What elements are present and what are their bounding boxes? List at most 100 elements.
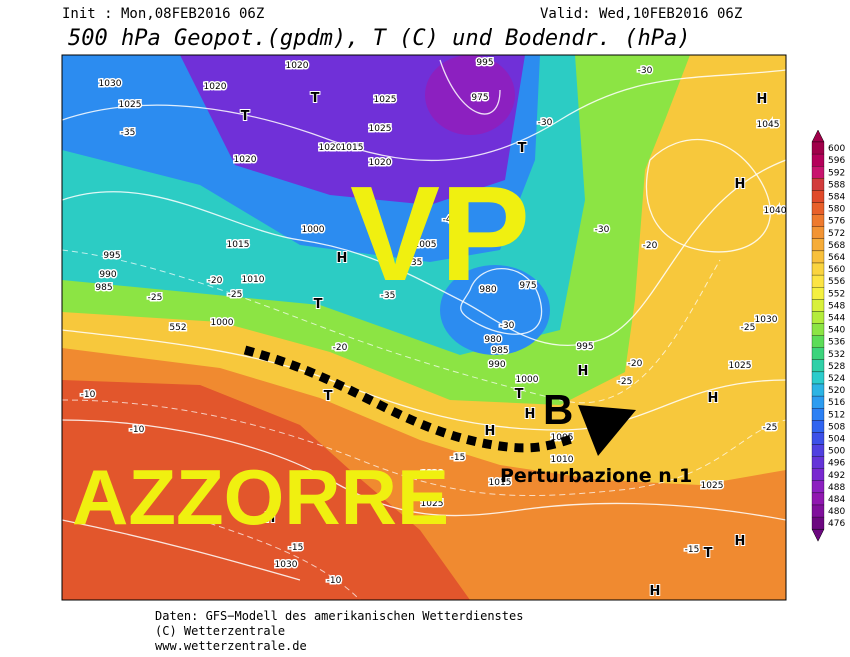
contour-label: 990 xyxy=(99,270,116,280)
contour-label: 995 xyxy=(103,251,120,261)
colorbar-swatch xyxy=(811,432,825,445)
pressure-center: H xyxy=(485,424,496,439)
contour-label: 1025 xyxy=(729,361,752,371)
contour-label: -10 xyxy=(327,576,342,586)
contour-label: -35 xyxy=(381,291,396,301)
contour-label: 1020 xyxy=(204,82,227,92)
contour-label: 1020 xyxy=(319,143,342,153)
pressure-center: H xyxy=(735,534,746,549)
colorbar-label: 596 xyxy=(828,156,845,166)
colorbar-label: 484 xyxy=(828,495,845,505)
colorbar-swatch xyxy=(811,347,825,360)
contour-label: 980 xyxy=(484,335,501,345)
colorbar-label: 576 xyxy=(828,217,845,227)
pressure-center: T xyxy=(314,297,323,312)
contour-label: 1005 xyxy=(414,240,437,250)
contour-label: 552 xyxy=(169,323,186,333)
colorbar-swatch xyxy=(811,323,825,336)
contour-label: -40 xyxy=(443,215,458,225)
colorbar-label: 476 xyxy=(828,519,845,529)
contour-label: -15 xyxy=(451,453,466,463)
vp-label: VP xyxy=(350,158,530,309)
colorbar-label: 512 xyxy=(828,410,845,420)
colorbar-swatch xyxy=(811,287,825,300)
contour-label: -20 xyxy=(333,343,348,353)
init-time: Init : Mon,08FEB2016 06Z xyxy=(62,6,264,22)
colorbar-swatch xyxy=(811,480,825,494)
colorbar: 600 596 592 588 584 580 576 572 568 564 560 556 552 5… xyxy=(811,129,845,542)
azzorre-label: AZZORRE xyxy=(72,453,449,541)
contour-label: -20 xyxy=(628,359,643,369)
colorbar-swatch xyxy=(811,359,825,373)
colorbar-label: 556 xyxy=(828,277,845,287)
contour-label: 1025 xyxy=(374,95,397,105)
contour-label: -25 xyxy=(763,423,778,433)
isobar xyxy=(460,268,543,335)
contour-label: 1000 xyxy=(302,225,325,235)
contour-label: 1030 xyxy=(99,79,122,89)
colorbar-label: 592 xyxy=(828,168,845,178)
colorbar-label: 516 xyxy=(828,398,845,408)
contour-label: 1020 xyxy=(286,61,309,71)
colorbar-label: 520 xyxy=(828,386,845,396)
colorbar-swatch xyxy=(811,395,825,409)
colorbar-swatch xyxy=(811,202,825,215)
pressure-center: H xyxy=(337,251,348,266)
colorbar-label: 540 xyxy=(828,326,845,336)
isotherm xyxy=(62,399,786,497)
contour-label: 1010 xyxy=(242,275,265,285)
pressure-center: H xyxy=(735,177,746,192)
colorbar-label: 584 xyxy=(828,192,845,202)
colorbar-label: 544 xyxy=(828,313,845,323)
low-label: B xyxy=(543,386,573,433)
colorbar-swatch xyxy=(811,153,825,167)
contour-label: -30 xyxy=(638,66,653,76)
colorbar-label: 492 xyxy=(828,471,845,481)
contour-label: 1030 xyxy=(755,315,778,325)
contour-label: 1030 xyxy=(275,560,298,570)
contour-label: 1000 xyxy=(516,375,539,385)
colorbar-swatch xyxy=(811,141,825,155)
front-line xyxy=(243,345,577,453)
isobar xyxy=(62,419,786,521)
colorbar-swatch xyxy=(811,516,825,530)
contour-label: 1025 xyxy=(701,481,724,491)
contour-label: -20 xyxy=(643,241,658,251)
contour-label: 1000 xyxy=(211,318,234,328)
isobar xyxy=(62,519,301,581)
map-title: 500 hPa Geopot.(gpdm), T (C) und Bodendr… xyxy=(68,26,691,51)
contour-label: 1015 xyxy=(489,478,512,488)
contour-label: -15 xyxy=(685,545,700,555)
pressure-center: T xyxy=(241,109,250,124)
contour-label: 990 xyxy=(488,360,505,370)
colorbar-swatch xyxy=(811,299,825,312)
contour-label: -35 xyxy=(121,128,136,138)
colorbar-swatch xyxy=(811,456,825,469)
colorbar-label: 572 xyxy=(828,229,845,239)
contour-label: 1025 xyxy=(369,124,392,134)
contour-label: 995 xyxy=(576,342,593,352)
contour-label: -20 xyxy=(208,276,223,286)
colorbar-label: 500 xyxy=(828,447,845,457)
colorbar-swatch xyxy=(811,166,825,179)
contour-label: -10 xyxy=(81,390,96,400)
colorbar-swatch xyxy=(811,190,825,203)
colorbar-label: 508 xyxy=(828,422,845,432)
contour-label: -15 xyxy=(289,543,304,553)
pressure-center: H xyxy=(708,391,719,406)
pressure-center: H xyxy=(525,407,536,422)
isobar xyxy=(62,159,786,346)
isobar xyxy=(645,138,771,253)
contour-label: -30 xyxy=(538,118,553,128)
contour-label: 1025 xyxy=(119,100,142,110)
pressure-center: T xyxy=(515,387,524,402)
colorbar-label: 532 xyxy=(828,350,845,360)
colorbar-cap xyxy=(811,528,825,542)
cold-core xyxy=(425,55,515,135)
contour-label: 1045 xyxy=(757,120,780,130)
isotherm xyxy=(199,519,361,600)
colorbar-swatch xyxy=(811,383,825,397)
